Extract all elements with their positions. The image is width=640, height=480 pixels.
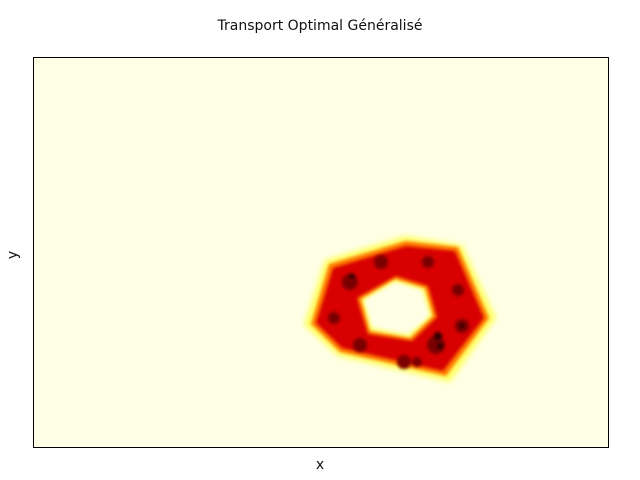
heatmap-cells: [304, 236, 496, 382]
plot-background: [33, 57, 609, 448]
x-axis-label: x: [315, 457, 325, 473]
y-axis-label: y: [5, 250, 21, 260]
plot-frame: [33, 57, 609, 448]
chart-title: Transport Optimal Généralisé: [217, 18, 423, 34]
ring-peak: [349, 273, 465, 349]
ring-hole: [366, 284, 427, 331]
